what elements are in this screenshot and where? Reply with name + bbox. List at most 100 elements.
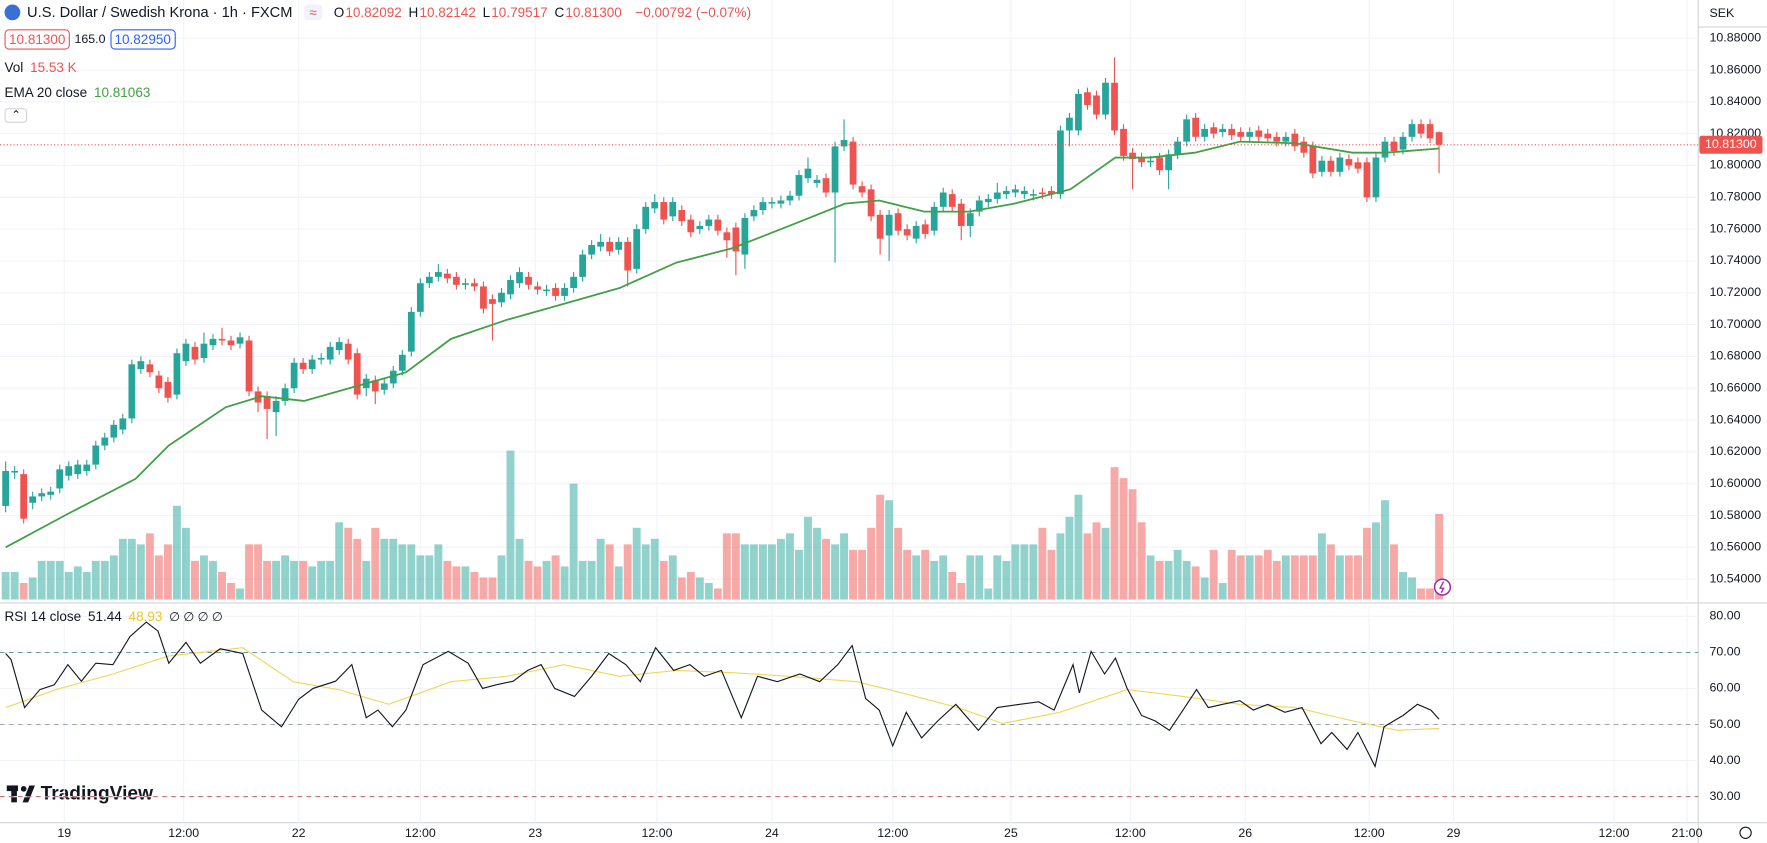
volume-bar bbox=[100, 560, 109, 600]
volume-bar bbox=[1011, 544, 1020, 600]
candle-body bbox=[11, 470, 19, 473]
rsi-tick-label: 30.00 bbox=[1710, 789, 1741, 803]
volume-bar bbox=[452, 566, 461, 600]
sell-button[interactable]: 10.81300 bbox=[4, 29, 70, 50]
volume-bar bbox=[1056, 533, 1065, 600]
candle-body bbox=[993, 192, 1001, 199]
candle-body bbox=[74, 464, 82, 475]
rsi-tick-label: 60.00 bbox=[1710, 681, 1741, 695]
volume-bar bbox=[434, 544, 443, 600]
volume-bar bbox=[1263, 549, 1272, 600]
candle-body bbox=[353, 353, 361, 395]
candle-body bbox=[948, 194, 956, 207]
volume-bar bbox=[245, 544, 253, 600]
candle-body bbox=[714, 219, 722, 231]
candle-body bbox=[642, 206, 650, 230]
y-tick-label: 10.64000 bbox=[1710, 412, 1762, 426]
ema-value: 10.81063 bbox=[93, 84, 151, 101]
candle-body bbox=[137, 361, 145, 370]
candle-body bbox=[741, 217, 749, 255]
volume-bar bbox=[1426, 588, 1434, 600]
volume-bar bbox=[686, 571, 695, 600]
candle-body bbox=[453, 276, 460, 285]
y-tick-label: 10.78000 bbox=[1710, 190, 1762, 204]
rsi-tick-label: 80.00 bbox=[1710, 609, 1741, 623]
volume-bar bbox=[912, 555, 921, 600]
candle-body bbox=[975, 200, 983, 212]
candle-body bbox=[416, 283, 424, 312]
volume-name[interactable]: Vol bbox=[4, 59, 24, 76]
volume-bar bbox=[524, 560, 533, 600]
symbol-title[interactable]: U.S. Dollar / Swedish Krona · 1h · FXCM bbox=[27, 3, 293, 21]
volume-bar bbox=[515, 538, 524, 600]
volume-bar bbox=[758, 544, 767, 600]
candle-body bbox=[2, 470, 10, 506]
compare-badge[interactable]: ≈ bbox=[303, 3, 323, 20]
current-price-label: 10.81300 bbox=[1705, 137, 1757, 151]
volume-bar bbox=[461, 566, 470, 600]
collapse-button[interactable]: ⌃ bbox=[4, 108, 28, 123]
candle-body bbox=[759, 202, 767, 211]
trade-row: 10.81300 165.0 10.82950 bbox=[4, 29, 176, 50]
candle-body bbox=[1111, 82, 1118, 131]
volume-bar bbox=[317, 560, 326, 600]
volume-bar bbox=[659, 560, 668, 600]
grid bbox=[0, 0, 1699, 823]
candle-body bbox=[1372, 157, 1380, 198]
candle-body bbox=[227, 340, 235, 346]
ema-name[interactable]: EMA 20 close bbox=[4, 84, 88, 101]
candle-body bbox=[1156, 157, 1163, 171]
candle-body bbox=[1327, 160, 1335, 172]
rsi-name[interactable]: RSI 14 close bbox=[4, 608, 82, 625]
y-tick-label: 10.68000 bbox=[1710, 349, 1762, 363]
buy-button[interactable]: 10.82950 bbox=[109, 29, 176, 50]
volume-bar bbox=[91, 560, 100, 600]
candle-body bbox=[56, 469, 64, 489]
settings-icon[interactable] bbox=[1739, 826, 1752, 839]
candle-body bbox=[1318, 160, 1326, 172]
x-tick-label: 12:00 bbox=[877, 826, 908, 840]
currency[interactable]: SEK bbox=[1710, 6, 1736, 20]
volume-bar bbox=[777, 538, 785, 600]
candle-body bbox=[191, 346, 199, 360]
candle-body bbox=[1426, 124, 1434, 139]
x-tick-label: 21:00 bbox=[1671, 826, 1702, 840]
volume-bar bbox=[46, 560, 55, 600]
volume-bar bbox=[290, 560, 299, 600]
volume-bar bbox=[605, 544, 614, 600]
candle-body bbox=[326, 346, 334, 360]
volume-bar bbox=[109, 555, 118, 600]
volume-bar bbox=[876, 494, 885, 600]
volume-bar bbox=[1254, 555, 1263, 600]
y-tick-label: 10.60000 bbox=[1710, 476, 1762, 490]
volume-bar bbox=[948, 571, 957, 600]
x-tick-label: 24 bbox=[765, 826, 779, 840]
volume-bar bbox=[1227, 549, 1236, 600]
volume-bar bbox=[1236, 555, 1245, 600]
volume-bar bbox=[272, 560, 281, 600]
candle-body bbox=[1075, 93, 1082, 131]
candle-body bbox=[101, 437, 109, 446]
candle-body bbox=[705, 219, 713, 226]
candle-body bbox=[182, 343, 190, 362]
candle-body bbox=[507, 280, 514, 295]
volume-bar bbox=[1173, 549, 1182, 600]
candle-body bbox=[561, 287, 568, 296]
y-tick-label: 10.88000 bbox=[1710, 30, 1762, 44]
candle-body bbox=[858, 186, 866, 193]
candle-body bbox=[1408, 124, 1416, 137]
volume-bar bbox=[1308, 555, 1317, 600]
y-tick-label: 10.66000 bbox=[1710, 380, 1762, 394]
candle-body bbox=[1066, 117, 1073, 131]
volume-legend: Vol 15.53 K bbox=[5, 60, 77, 76]
candle-body bbox=[1435, 132, 1443, 145]
volume-bar bbox=[587, 560, 596, 600]
volume-bar bbox=[1245, 555, 1254, 600]
candle-body bbox=[723, 232, 731, 241]
candle-body bbox=[696, 225, 704, 230]
volume-value: 15.53 K bbox=[30, 59, 77, 76]
volume-bar bbox=[37, 560, 46, 600]
rsi-ma-value: 48.93 bbox=[128, 608, 163, 625]
